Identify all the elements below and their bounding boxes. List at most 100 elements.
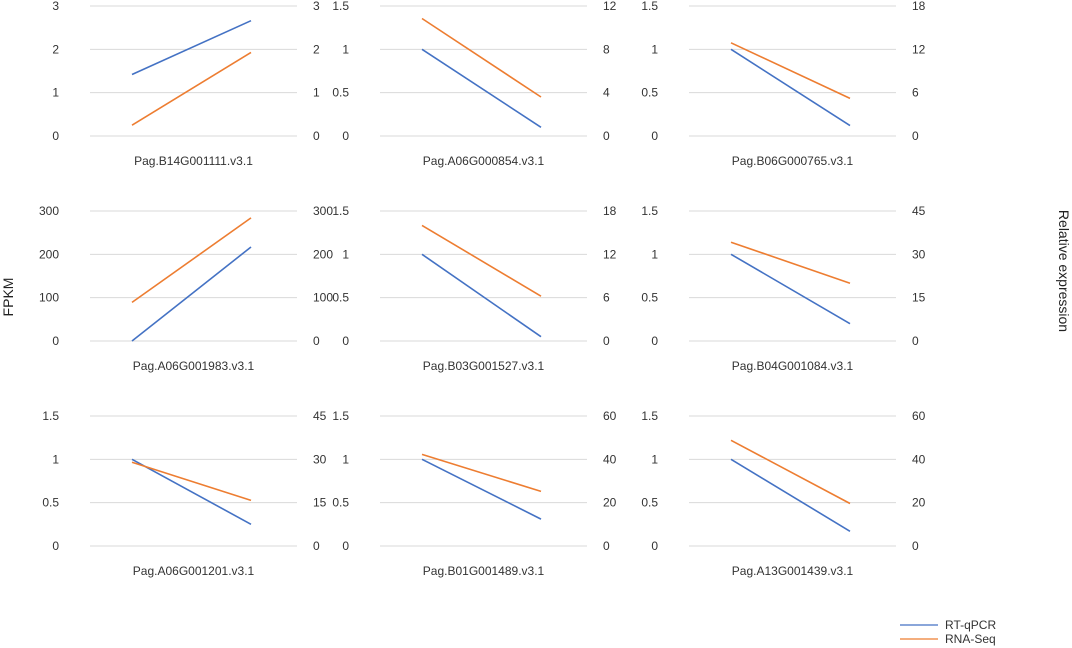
right-tick-label: 4 (603, 86, 610, 100)
panel-gene-label: Pag.A06G001983.v3.1 (133, 359, 255, 373)
right-tick-label: 20 (912, 496, 926, 510)
series-line-rna-seq (131, 51, 252, 126)
series-line-rna-seq (131, 217, 252, 304)
left-tick-label: 1 (342, 247, 349, 261)
left-tick-label: 0.5 (332, 496, 349, 510)
left-tick-label: 1 (651, 452, 658, 466)
right-tick-label: 30 (313, 452, 327, 466)
right-tick-label: 18 (912, 0, 926, 13)
right-tick-label: 15 (912, 291, 926, 305)
left-tick-label: 0 (342, 334, 349, 348)
panel-6: 0 0 0.5 15 1 30 1.5 45 Pag.B04G001084.v3.1 (641, 204, 925, 373)
right-tick-label: 0 (603, 539, 610, 553)
right-tick-label: 40 (912, 452, 926, 466)
series-line-rna-seq (421, 17, 542, 98)
left-axis-title: FPKM (0, 278, 16, 317)
series-line-rna-seq (131, 461, 252, 502)
left-tick-label: 0 (342, 129, 349, 143)
legend-label-rt-qpcr: RT-qPCR (945, 618, 996, 632)
right-tick-label: 15 (313, 496, 327, 510)
series-line-rna-seq (730, 439, 851, 505)
left-tick-label: 0 (52, 334, 59, 348)
right-tick-label: 2 (313, 42, 320, 56)
series-line-rna-seq (730, 42, 851, 100)
left-tick-label: 0 (651, 334, 658, 348)
series-line-rt-qpcr (730, 253, 851, 325)
left-tick-label: 0 (342, 539, 349, 553)
left-tick-label: 1 (651, 247, 658, 261)
left-tick-label: 1.5 (332, 409, 349, 423)
series-line-rt-qpcr (730, 48, 851, 127)
series-line-rt-qpcr (730, 458, 851, 532)
left-tick-label: 300 (39, 204, 59, 218)
series-line-rna-seq (730, 241, 851, 284)
right-tick-label: 30 (912, 247, 926, 261)
panel-gene-label: Pag.A06G001201.v3.1 (133, 564, 255, 578)
right-tick-label: 0 (313, 334, 320, 348)
panel-2: 0 0 0.5 4 1 8 1.5 12 Pag.A06G000854.v3.1 (332, 0, 616, 168)
legend-label-rna-seq: RNA-Seq (945, 632, 996, 646)
right-axis-title: Relative expression (1056, 210, 1072, 332)
series-line-rna-seq (421, 453, 542, 493)
right-tick-label: 8 (603, 42, 610, 56)
left-tick-label: 1 (342, 42, 349, 56)
left-tick-label: 1 (52, 452, 59, 466)
right-tick-label: 6 (912, 86, 919, 100)
panel-5: 0 0 0.5 6 1 12 1.5 18 Pag.B03G001527.v3.1 (332, 204, 616, 373)
left-tick-label: 1.5 (332, 204, 349, 218)
left-tick-label: 1.5 (641, 0, 658, 13)
left-tick-label: 0.5 (332, 291, 349, 305)
series-line-rt-qpcr (131, 19, 252, 76)
left-tick-label: 0 (52, 129, 59, 143)
panel-gene-label: Pag.A13G001439.v3.1 (732, 564, 854, 578)
right-tick-label: 0 (603, 129, 610, 143)
right-tick-label: 3 (313, 0, 320, 13)
left-tick-label: 0.5 (641, 496, 658, 510)
right-tick-label: 6 (603, 291, 610, 305)
left-tick-label: 1 (651, 42, 658, 56)
left-tick-label: 1.5 (641, 409, 658, 423)
right-tick-label: 0 (313, 129, 320, 143)
right-tick-label: 20 (603, 496, 617, 510)
left-tick-label: 0.5 (641, 291, 658, 305)
panel-gene-label: Pag.B04G001084.v3.1 (732, 359, 854, 373)
series-line-rt-qpcr (131, 458, 252, 526)
left-tick-label: 0.5 (42, 496, 59, 510)
right-tick-label: 0 (912, 334, 919, 348)
right-tick-label: 45 (912, 204, 926, 218)
right-tick-label: 12 (603, 0, 617, 13)
panel-9: 0 0 0.5 20 1 40 1.5 60 Pag.A13G001439.v3.1 (641, 409, 925, 578)
right-tick-label: 12 (912, 42, 926, 56)
right-tick-label: 300 (313, 204, 333, 218)
legend: RT-qPCR RNA-Seq (900, 618, 996, 646)
panel-4: 0 0 100 100 200 200 300 300 Pag.A06G001983.v3.1 (39, 204, 333, 373)
left-tick-label: 1 (342, 452, 349, 466)
left-tick-label: 1.5 (641, 204, 658, 218)
panel-gene-label: Pag.B01G001489.v3.1 (423, 564, 545, 578)
panel-gene-label: Pag.B03G001527.v3.1 (423, 359, 545, 373)
right-tick-label: 40 (603, 452, 617, 466)
left-tick-label: 0 (651, 539, 658, 553)
left-tick-label: 0.5 (332, 86, 349, 100)
panel-gene-label: Pag.A06G000854.v3.1 (423, 154, 545, 168)
series-line-rt-qpcr (421, 253, 542, 338)
left-tick-label: 2 (52, 42, 59, 56)
left-tick-label: 200 (39, 247, 59, 261)
left-tick-label: 1.5 (332, 0, 349, 13)
panel-gene-label: Pag.B14G001111.v3.1 (134, 154, 253, 168)
series-line-rna-seq (421, 224, 542, 297)
panel-8: 0 0 0.5 20 1 40 1.5 60 Pag.B01G001489.v3.1 (332, 409, 616, 578)
right-tick-label: 18 (603, 204, 617, 218)
right-tick-label: 60 (603, 409, 617, 423)
right-tick-label: 12 (603, 247, 617, 261)
left-tick-label: 1 (52, 86, 59, 100)
right-tick-label: 0 (912, 539, 919, 553)
right-tick-label: 1 (313, 86, 320, 100)
panel-3: 0 0 0.5 6 1 12 1.5 18 Pag.B06G000765.v3.1 (641, 0, 925, 168)
right-tick-label: 0 (603, 334, 610, 348)
panel-7: 0 0 0.5 15 1 30 1.5 45 Pag.A06G001201.v3.1 (42, 409, 326, 578)
left-tick-label: 0 (52, 539, 59, 553)
right-tick-label: 45 (313, 409, 327, 423)
left-tick-label: 100 (39, 291, 59, 305)
